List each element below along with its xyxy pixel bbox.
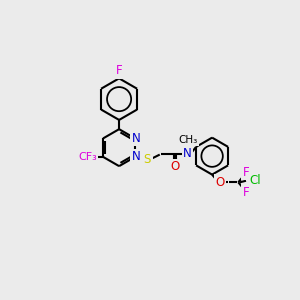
Text: O: O — [215, 176, 224, 189]
Text: O: O — [170, 160, 180, 173]
Text: N: N — [131, 150, 140, 164]
Text: CH₃: CH₃ — [178, 135, 198, 145]
Text: CF₃: CF₃ — [78, 152, 97, 162]
Text: F: F — [243, 166, 249, 179]
Text: N: N — [131, 132, 140, 145]
Text: S: S — [144, 154, 151, 166]
Text: N: N — [183, 147, 192, 160]
Text: F: F — [116, 64, 122, 77]
Text: Cl: Cl — [249, 174, 261, 187]
Text: F: F — [243, 186, 249, 199]
